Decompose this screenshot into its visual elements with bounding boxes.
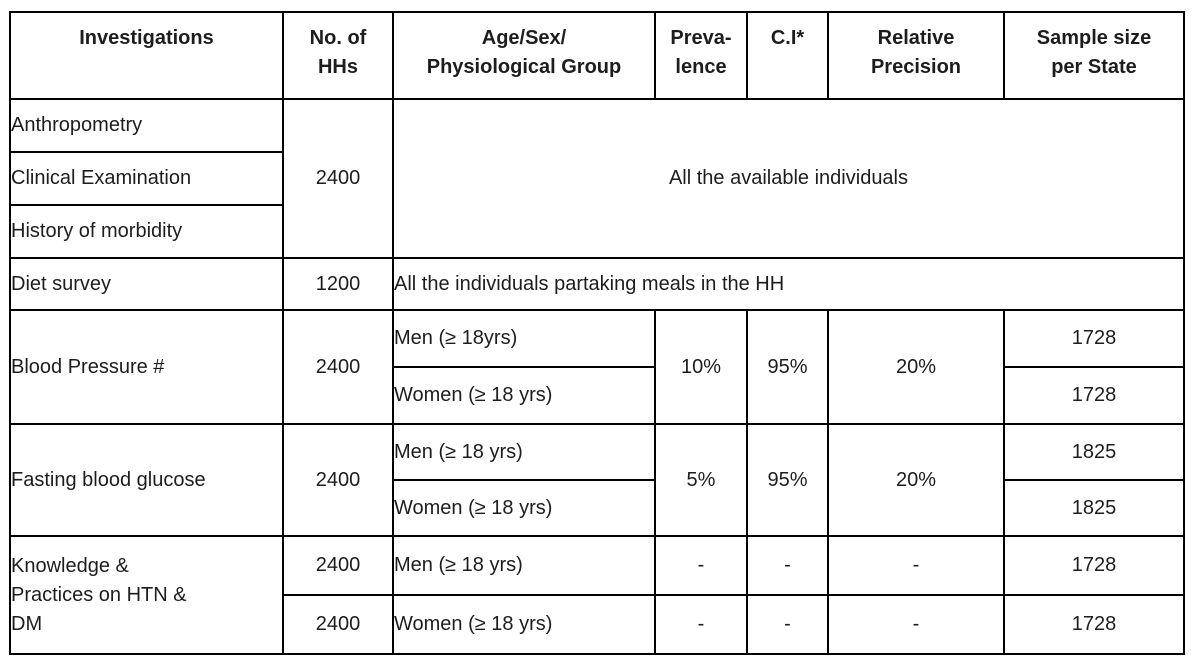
- cell-bp-group-women: Women (≥ 18 yrs): [392, 366, 656, 425]
- cell-fbg-group-men: Men (≥ 18 yrs): [392, 423, 656, 481]
- header-row: Investigations No. of HHs Age/Sex/ Physi…: [9, 11, 1185, 100]
- cell-bp-sample-women: 1728: [1003, 366, 1185, 425]
- cell-fbg-precision: 20%: [827, 423, 1005, 537]
- cell-bp-precision: 20%: [827, 309, 1005, 425]
- cell-kp-precision-men: -: [827, 535, 1005, 596]
- row-blood-pressure-women: Women (≥ 18 yrs) 1728: [10, 366, 1185, 425]
- col-header-age-sex-group: Age/Sex/ Physiological Group: [392, 11, 656, 100]
- cell-fbg-sample-women: 1825: [1003, 479, 1185, 537]
- cell-kp-prevalence-women: -: [654, 594, 748, 655]
- col-header-prevalence: Preva- lence: [654, 11, 748, 100]
- row-history-of-morbidity: History of morbidity: [9, 204, 1184, 259]
- col-header-investigations: Investigations: [9, 11, 284, 100]
- cell-kp-ci-women: -: [746, 594, 829, 655]
- cell-diet-hhs: 1200: [282, 257, 394, 311]
- cell-fbg-sample-men: 1825: [1003, 423, 1185, 481]
- cell-investigation-clinical-examination: Clinical Examination: [9, 151, 284, 206]
- row-anthropometry: Anthropometry 2400 All the available ind…: [9, 98, 1185, 259]
- cell-anthro-hhs: 2400: [282, 98, 394, 259]
- cell-investigation-anthropometry: Anthropometry: [9, 98, 284, 153]
- row-diet-survey: Diet survey 1200 All the individuals par…: [9, 257, 1185, 311]
- cell-investigation-knowledge-practices: Knowledge & Practices on HTN & DM: [9, 535, 284, 655]
- cell-kp-group-women: Women (≥ 18 yrs): [392, 594, 656, 655]
- cell-kp-sample-men: 1728: [1003, 535, 1185, 596]
- row-fasting-blood-glucose-women: Women (≥ 18 yrs) 1825: [10, 479, 1185, 537]
- col-header-no-of-hhs: No. of HHs: [282, 11, 394, 100]
- row-knowledge-practices-men: Knowledge & Practices on HTN & DM 2400 M…: [9, 535, 1185, 655]
- cell-fbg-group-women: Women (≥ 18 yrs): [392, 479, 656, 537]
- cell-kp-hhs-men: 2400: [282, 535, 394, 596]
- cell-anthro-group: All the available individuals: [392, 98, 1185, 259]
- row-knowledge-practices-women: 2400 Women (≥ 18 yrs) - - - 1728: [10, 594, 1185, 655]
- row-blood-pressure-men: Blood Pressure # 2400 Men (≥ 18yrs) 10% …: [9, 309, 1185, 425]
- cell-bp-prevalence: 10%: [654, 309, 748, 425]
- cell-kp-group-men: Men (≥ 18 yrs): [392, 535, 656, 596]
- row-clinical-examination: Clinical Examination: [9, 151, 1184, 206]
- cell-bp-ci: 95%: [746, 309, 829, 425]
- cell-kp-ci-men: -: [746, 535, 829, 596]
- cell-investigation-history-of-morbidity: History of morbidity: [9, 204, 284, 259]
- survey-sample-design-table: Investigations No. of HHs Age/Sex/ Physi…: [9, 11, 1185, 655]
- cell-kp-hhs-women: 2400: [282, 594, 394, 655]
- cell-bp-group-men: Men (≥ 18yrs): [392, 309, 656, 368]
- cell-bp-hhs: 2400: [282, 309, 394, 425]
- col-header-relative-precision: Relative Precision: [827, 11, 1005, 100]
- cell-bp-sample-men: 1728: [1003, 309, 1185, 368]
- cell-investigation-blood-pressure: Blood Pressure #: [9, 309, 284, 425]
- cell-kp-prevalence-men: -: [654, 535, 748, 596]
- row-fasting-blood-glucose-men: Fasting blood glucose 2400 Men (≥ 18 yrs…: [9, 423, 1185, 537]
- cell-kp-sample-women: 1728: [1003, 594, 1185, 655]
- cell-fbg-ci: 95%: [746, 423, 829, 537]
- col-header-sample-size-per-state: Sample size per State: [1003, 11, 1185, 100]
- cell-diet-group: All the individuals partaking meals in t…: [392, 257, 1185, 311]
- cell-fbg-prevalence: 5%: [654, 423, 748, 537]
- cell-fbg-hhs: 2400: [282, 423, 394, 537]
- cell-kp-precision-women: -: [827, 594, 1005, 655]
- cell-investigation-diet-survey: Diet survey: [9, 257, 284, 311]
- cell-investigation-fasting-blood-glucose: Fasting blood glucose: [9, 423, 284, 537]
- col-header-ci: C.I*: [746, 11, 829, 100]
